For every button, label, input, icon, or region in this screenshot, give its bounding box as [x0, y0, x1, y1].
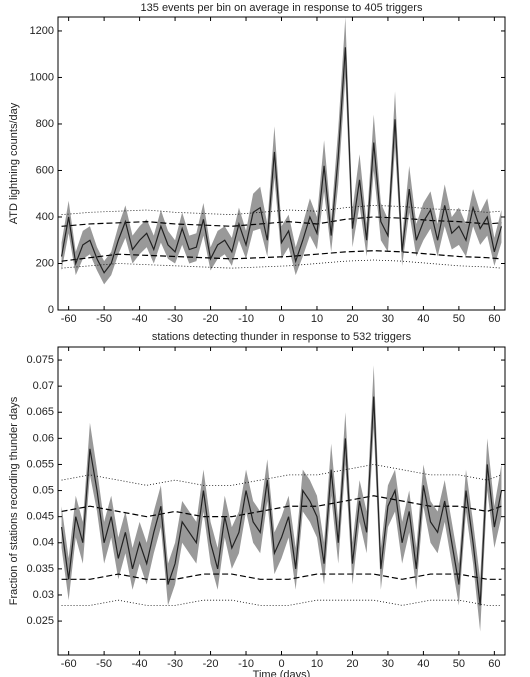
x-tick-label: 30: [382, 313, 394, 325]
reference-line: [61, 464, 502, 486]
reference-line: [61, 216, 502, 227]
y-axis-label: Fraction of stations recording thunder d…: [8, 396, 20, 605]
x-tick-label: -40: [132, 313, 148, 325]
x-tick-label: 20: [346, 313, 358, 325]
mean-line: [60, 396, 503, 606]
x-axis-label: Time (days): [253, 669, 311, 677]
y-tick-label: 400: [36, 211, 54, 223]
x-tick-label: -20: [203, 313, 219, 325]
plot-frame: [57, 16, 506, 311]
x-tick-label: 0: [278, 313, 284, 325]
y-tick-label: 1200: [30, 25, 54, 37]
x-tick-label: 0: [278, 658, 284, 670]
reference-line: [61, 259, 502, 269]
y-tick-label: 0: [48, 304, 54, 316]
plot-area: [60, 365, 503, 632]
y-tick-label: 0.07: [33, 380, 54, 392]
mean-line: [60, 47, 503, 274]
x-tick-label: 20: [346, 658, 358, 670]
y-tick-label: 1000: [30, 71, 54, 83]
y-tick-label: 0.03: [33, 589, 54, 601]
x-tick-label: -50: [96, 313, 112, 325]
y-tick-label: 800: [36, 118, 54, 130]
y-axis-label: ATD lightning counts/day: [8, 102, 20, 224]
y-tick-label: 0.055: [26, 458, 54, 470]
reference-line: [61, 204, 502, 216]
plot-area: [60, 17, 503, 285]
reference-line: [61, 599, 502, 606]
x-tick-label: 40: [417, 658, 429, 670]
x-tick-label: 60: [488, 313, 500, 325]
error-band: [61, 17, 502, 285]
y-tick-label: 0.065: [26, 406, 54, 418]
x-tick-label: -10: [238, 658, 254, 670]
x-tick-label: 10: [311, 313, 323, 325]
x-tick-label: 40: [417, 313, 429, 325]
x-tick-label: -10: [238, 313, 254, 325]
y-tick-label: 0.075: [26, 354, 54, 366]
x-tick-label: -60: [61, 658, 77, 670]
x-tick-label: 10: [311, 658, 323, 670]
y-tick-label: 0.05: [33, 484, 54, 496]
plot-frame: [57, 346, 506, 656]
reference-line: [61, 495, 502, 518]
y-tick-label: 0.045: [26, 511, 54, 523]
x-tick-label: -60: [61, 313, 77, 325]
x-tick-label: 60: [488, 658, 500, 670]
x-tick-label: 50: [453, 313, 465, 325]
y-tick-label: 0.025: [26, 615, 54, 627]
x-tick-label: -30: [167, 658, 183, 670]
error-band: [61, 365, 502, 632]
y-tick-label: 0.04: [33, 537, 54, 549]
y-tick-label: 0.06: [33, 432, 54, 444]
y-tick-label: 600: [36, 164, 54, 176]
x-tick-label: -40: [132, 658, 148, 670]
reference-line: [61, 250, 502, 262]
chart-title: 135 events per bin on average in respons…: [141, 2, 423, 14]
chart-title: stations detecting thunder in response t…: [152, 331, 412, 343]
x-tick-label: 50: [453, 658, 465, 670]
x-tick-label: -30: [167, 313, 183, 325]
x-tick-label: 30: [382, 658, 394, 670]
x-tick-label: -50: [96, 658, 112, 670]
y-tick-label: 200: [36, 257, 54, 269]
reference-line: [61, 573, 502, 580]
x-tick-label: -20: [203, 658, 219, 670]
y-tick-label: 0.035: [26, 563, 54, 575]
